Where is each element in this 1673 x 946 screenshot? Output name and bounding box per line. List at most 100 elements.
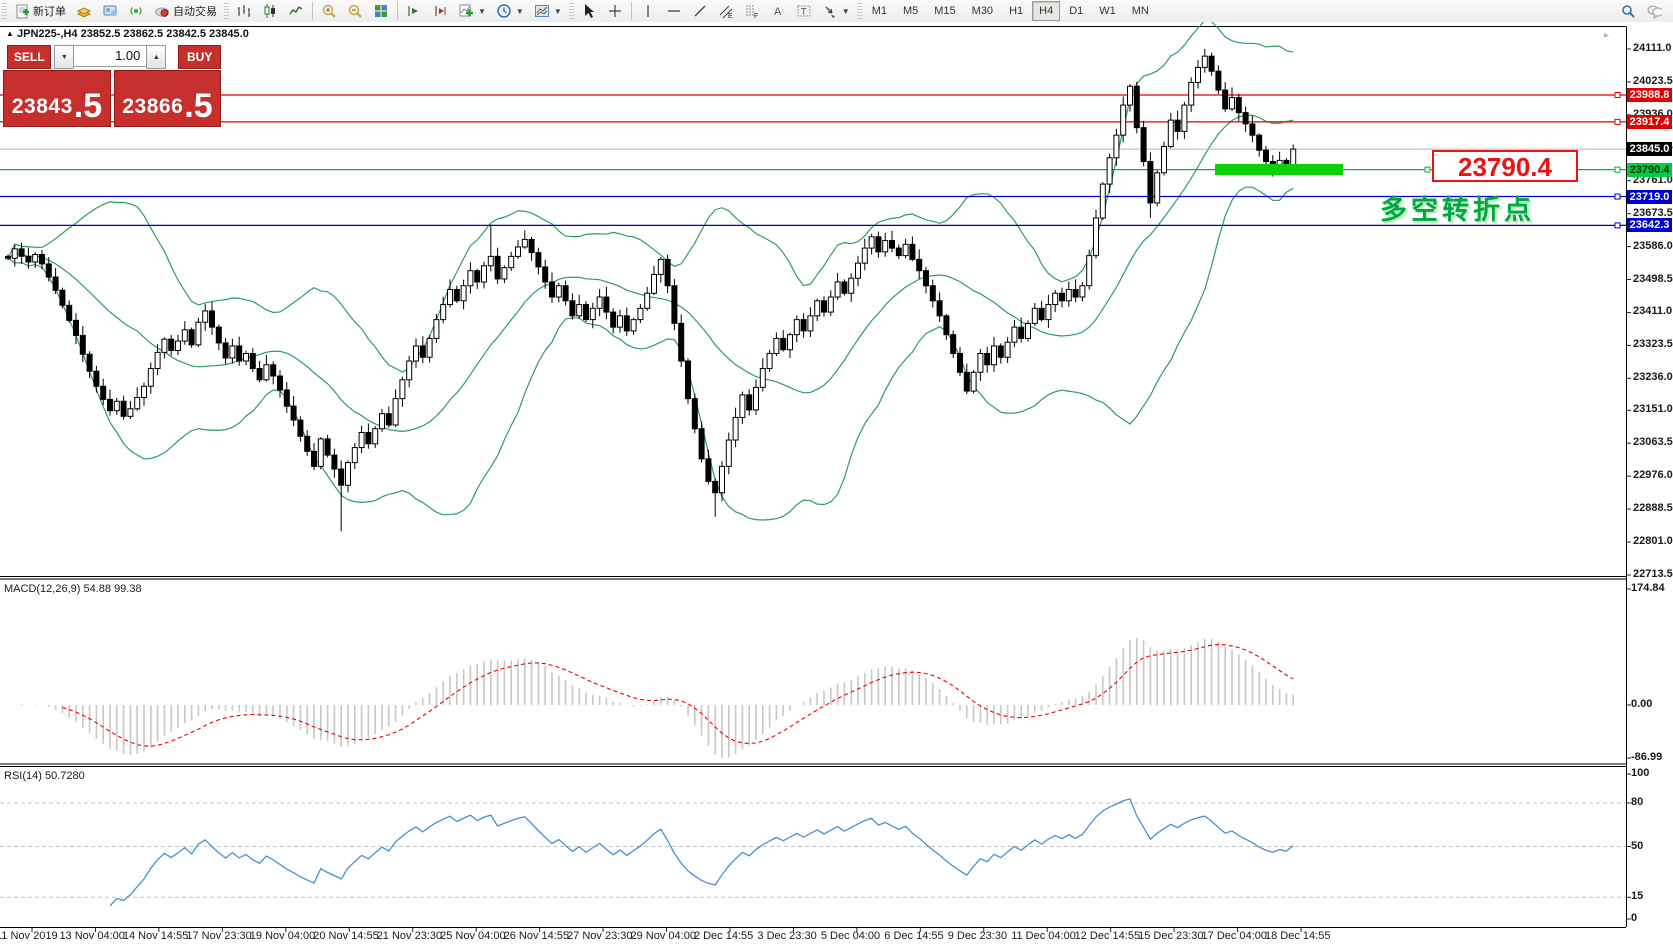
dropdown-caret: ▼ xyxy=(515,6,524,16)
search-button[interactable] xyxy=(1615,0,1641,22)
toolbar-grip xyxy=(224,3,229,19)
templates-button[interactable]: ▼ xyxy=(529,0,567,22)
price-tick: 23151.0 xyxy=(1633,403,1673,416)
time-tick: 11 Dec 04:00 xyxy=(1011,930,1076,942)
rsi-label: RSI(14) 50.7280 xyxy=(4,770,85,782)
tile-windows-button[interactable] xyxy=(368,0,394,22)
price-tick: 24023.5 xyxy=(1633,74,1673,87)
time-tick: 11 Nov 2019 xyxy=(0,930,58,942)
one-click-trading-panel: SELL ▼ 1.00 ▲ BUY 23843.5 23866.5 xyxy=(3,45,221,128)
svg-text:A: A xyxy=(774,6,782,18)
volume-decrease-button[interactable]: ▼ xyxy=(54,45,75,69)
market-watch-button[interactable] xyxy=(97,0,123,22)
crosshair-button[interactable] xyxy=(602,0,628,22)
time-tick: 5 Dec 04:00 xyxy=(820,930,881,942)
cursor-button[interactable] xyxy=(576,0,602,22)
line-chart-icon xyxy=(288,3,304,19)
chat-button[interactable] xyxy=(1641,0,1667,22)
chart-symbol-period: JPN225-,H4 xyxy=(16,28,78,40)
horizontal-line-button[interactable] xyxy=(661,0,687,22)
price-level-label: 23790.4 xyxy=(1627,162,1672,177)
chart-canvas[interactable] xyxy=(0,22,1673,946)
macd-values: 54.88 99.38 xyxy=(83,583,142,595)
periods-button[interactable]: ▼ xyxy=(491,0,529,22)
time-tick: 18 Dec 14:55 xyxy=(1265,930,1331,942)
chart-shift-icon xyxy=(406,3,422,19)
trendline-button[interactable] xyxy=(687,0,713,22)
volume-increase-button[interactable]: ▲ xyxy=(146,45,167,69)
buy-price-button[interactable]: 23866.5 xyxy=(114,70,221,127)
price-tick: 23761.0 xyxy=(1633,173,1673,186)
zoom-out-button[interactable] xyxy=(342,0,368,22)
time-tick: 13 Nov 04:00 xyxy=(59,930,125,942)
candlestick-icon xyxy=(262,3,278,19)
symbol-collapse-icon[interactable]: ▲ xyxy=(6,29,14,38)
timeframe-m30[interactable]: M30 xyxy=(971,5,994,17)
timeframe-m5[interactable]: M5 xyxy=(902,5,919,17)
toolbar-grip[interactable] xyxy=(2,3,7,19)
cn-note-annotation[interactable]: 多空转折点 xyxy=(1380,195,1535,225)
buy-button[interactable]: BUY xyxy=(178,45,221,69)
chart-title: ▲ JPN225-,H4 23852.5 23862.5 23842.5 238… xyxy=(6,28,249,40)
price-tag-annotation[interactable]: 23790.4 xyxy=(1432,150,1578,182)
toolbar: 新订单 自动交易 ▼ ▼ xyxy=(0,0,1673,23)
macd-axis-tick: 0.00 xyxy=(1631,698,1653,710)
price-tick: 22713.5 xyxy=(1633,567,1673,580)
new-order-label: 新订单 xyxy=(33,6,66,18)
bar-chart-icon xyxy=(236,3,252,19)
macd-axis-tick: 174.84 xyxy=(1631,582,1665,594)
timeframe-d1[interactable]: D1 xyxy=(1069,5,1084,17)
volume-input[interactable]: 1.00 xyxy=(74,45,147,67)
profile-button[interactable] xyxy=(71,0,97,22)
svg-text:F: F xyxy=(754,13,758,19)
periods-icon xyxy=(496,3,512,19)
macd-label: MACD(12,26,9) 54.88 99.38 xyxy=(4,583,142,595)
time-tick: 25 Nov 04:00 xyxy=(440,930,506,942)
vertical-line-button[interactable] xyxy=(635,0,661,22)
signals-button[interactable] xyxy=(123,0,149,22)
chart-shift-button[interactable] xyxy=(401,0,427,22)
bar-chart-button[interactable] xyxy=(231,0,257,22)
rsi-axis-tick: 80 xyxy=(1631,796,1644,808)
candlestick-button[interactable] xyxy=(257,0,283,22)
indicators-button[interactable]: ▼ xyxy=(453,0,491,22)
volume-stepper: ▼ 1.00 ▲ xyxy=(54,45,167,69)
zoom-in-button[interactable] xyxy=(316,0,342,22)
buy-price-main: 23866 xyxy=(122,95,184,118)
timeframe-mn[interactable]: MN xyxy=(1131,5,1149,17)
line-chart-button[interactable] xyxy=(283,0,309,22)
autoscroll-button[interactable] xyxy=(427,0,453,22)
autotrading-icon xyxy=(154,3,170,19)
autotrading-button[interactable]: 自动交易 xyxy=(149,0,222,22)
chart-window[interactable]: ▲ JPN225-,H4 23852.5 23862.5 23842.5 238… xyxy=(0,22,1673,946)
horizontal-line-icon xyxy=(666,3,682,19)
arrows-button[interactable]: ▼ xyxy=(817,0,855,22)
text-label-button[interactable]: T xyxy=(791,0,817,22)
dropdown-caret: ▼ xyxy=(841,6,850,16)
sell-price-button[interactable]: 23843.5 xyxy=(3,70,111,127)
macd-axis-tick: -86.99 xyxy=(1631,751,1663,763)
timeframe-h4[interactable]: H4 xyxy=(1032,1,1061,21)
new-order-button[interactable]: 新订单 xyxy=(9,0,71,22)
separator xyxy=(397,2,398,20)
time-tick: 27 Nov 23:30 xyxy=(567,930,633,942)
timeframe-group: M1 M5 M15 M30 H1 H4 D1 W1 MN xyxy=(864,0,1157,22)
timeframe-m1[interactable]: M1 xyxy=(871,5,887,17)
dropdown-caret: ▼ xyxy=(478,6,486,16)
equidistant-channel-button[interactable]: E xyxy=(713,0,739,22)
rsi-value: 50.7280 xyxy=(44,770,85,782)
text-icon: A xyxy=(770,3,786,19)
time-tick: 20 Nov 14:55 xyxy=(313,930,379,942)
svg-text:E: E xyxy=(728,13,733,19)
text-button[interactable]: A xyxy=(765,0,791,22)
timeframe-h1[interactable]: H1 xyxy=(1009,5,1024,17)
sell-button[interactable]: SELL xyxy=(7,45,52,69)
svg-text:T: T xyxy=(801,7,807,17)
indicators-icon xyxy=(458,3,474,19)
fibonacci-button[interactable]: F xyxy=(739,0,765,22)
timeframe-m15[interactable]: M15 xyxy=(934,5,956,17)
time-tick: 3 Dec 23:30 xyxy=(757,930,817,942)
price-tick: 23498.5 xyxy=(1633,272,1673,285)
timeframe-w1[interactable]: W1 xyxy=(1099,5,1116,17)
